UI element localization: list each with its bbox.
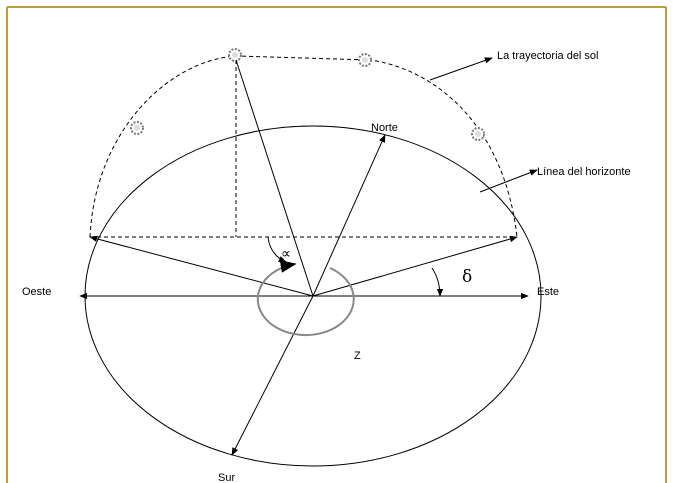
label: ∝ [281, 245, 291, 261]
diagram: La trayectoria del sol Línea del horizon… [0, 0, 673, 483]
label: Sur [218, 472, 235, 483]
vectors [80, 58, 537, 455]
frame [7, 7, 666, 483]
label: Oeste [22, 286, 51, 298]
label: Este [537, 286, 559, 298]
label: La trayectoria del sol [497, 50, 599, 62]
label: Línea del horizonte [537, 166, 631, 178]
label: δ [462, 267, 472, 287]
label: Z [354, 350, 361, 362]
label: Norte [371, 122, 398, 134]
sun-path [90, 56, 517, 237]
